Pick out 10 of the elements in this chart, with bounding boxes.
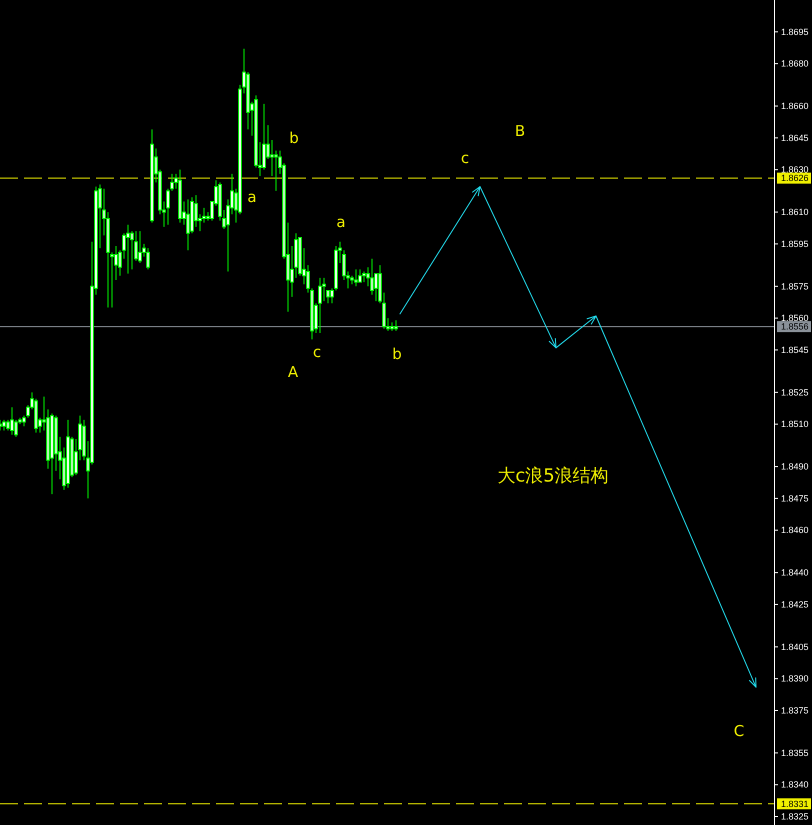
annotation: C [734,722,744,740]
annotation: A [288,363,298,381]
annotation: c [460,149,470,167]
annotation: a [247,188,257,206]
annotation: 大c浪5浪结构 [497,466,609,486]
annotation: b [289,129,299,147]
annotation: c [312,343,322,361]
annotation: a [336,213,346,231]
annotation: b [392,345,402,363]
annotation: B [514,122,526,140]
